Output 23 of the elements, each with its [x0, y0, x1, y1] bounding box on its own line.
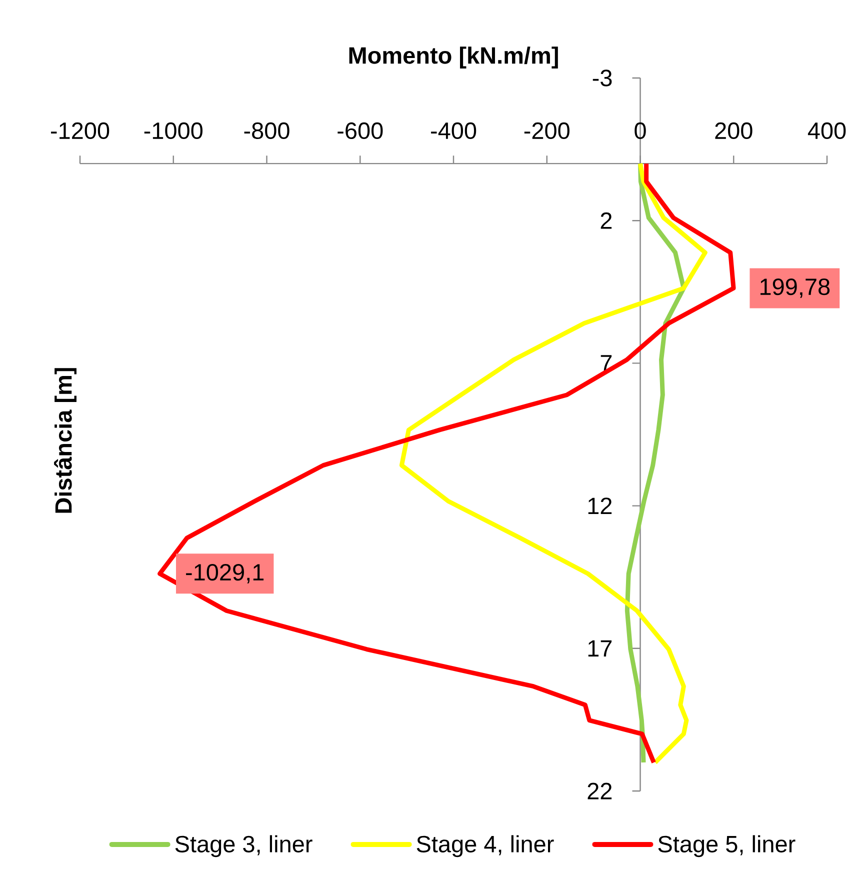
- legend-label: Stage 5, liner: [658, 835, 796, 858]
- x-tick-label: 400: [808, 122, 846, 140]
- y-tick-label: 7: [600, 355, 612, 372]
- legend-label: Stage 3, liner: [175, 835, 312, 858]
- y-axis-title: Distância [m]: [54, 368, 76, 513]
- line-series: [399, 161, 708, 765]
- annotation: 199,78: [760, 278, 830, 298]
- x-tick-label: -200: [524, 122, 570, 140]
- x-tick-label: -1000: [144, 122, 203, 140]
- x-tick-label: -400: [431, 122, 476, 140]
- y-tick-label: 22: [588, 782, 612, 800]
- x-tick-label: 200: [715, 122, 752, 140]
- y-tick-label: 17: [588, 640, 612, 656]
- x-tick-label: 0: [634, 122, 646, 140]
- x-tick-label: -600: [338, 122, 383, 140]
- x-tick-label: -800: [244, 122, 290, 140]
- x-axis-title: Momento [kN.m/m]: [349, 46, 558, 68]
- y-tick-label: 2: [600, 212, 612, 229]
- annotation: -1029,1: [186, 564, 264, 584]
- x-tick-label: -1200: [50, 122, 110, 140]
- y-tick-label: -3: [592, 70, 612, 86]
- y-tick-label: 12: [588, 498, 612, 514]
- legend-label: Stage 4, liner: [416, 835, 554, 858]
